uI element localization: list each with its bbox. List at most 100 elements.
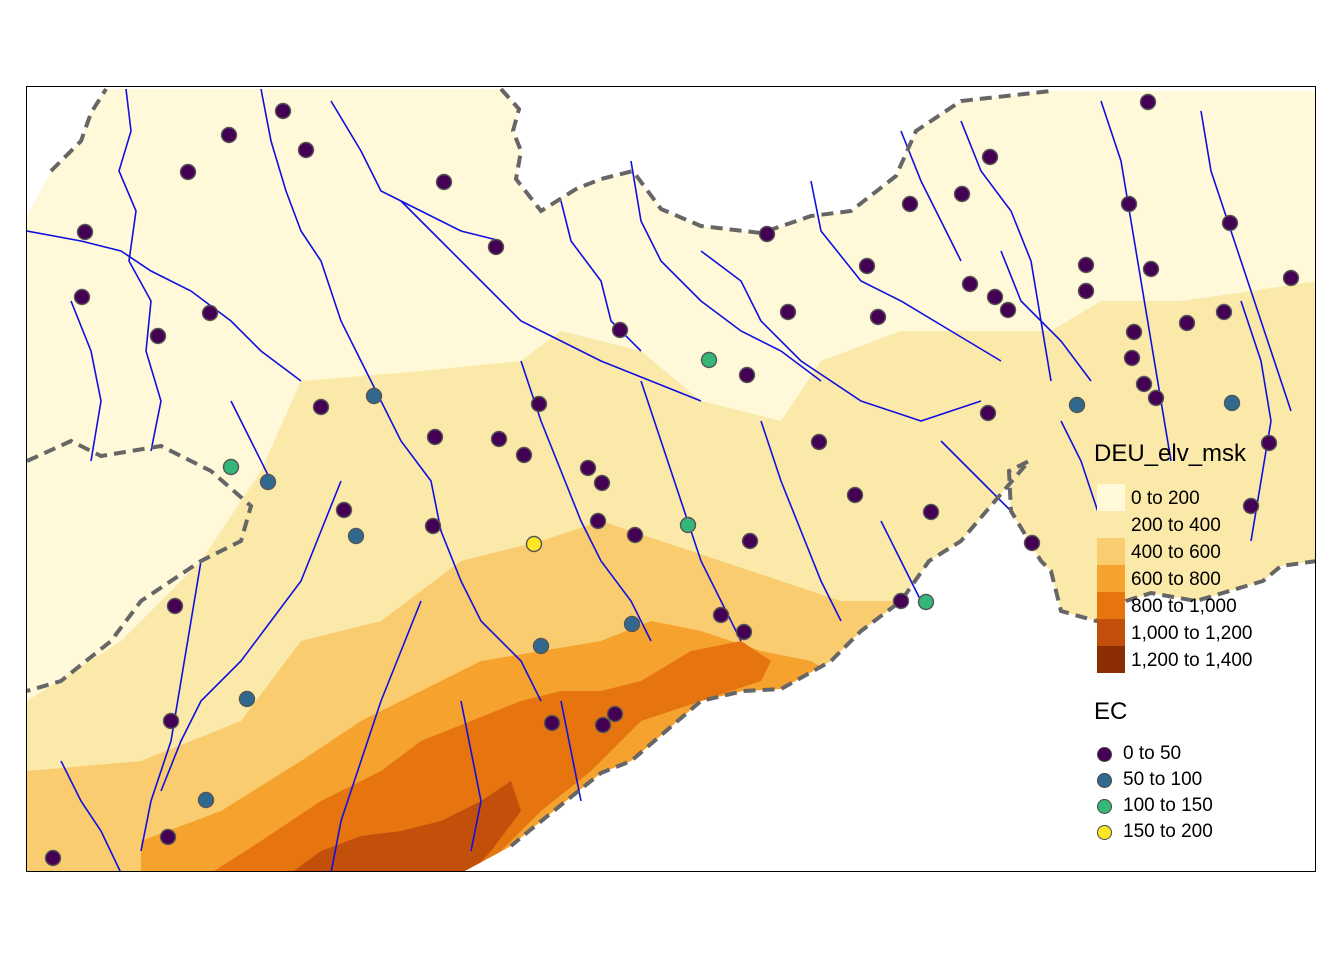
- station-point-37: [922, 503, 940, 521]
- river-15: [760, 420, 842, 622]
- station-point-21: [700, 351, 718, 369]
- map-panel[interactable]: [26, 86, 1316, 872]
- elevation-zone-800-1000: [211, 641, 771, 871]
- station-point-60: [335, 501, 353, 519]
- station-point-75: [543, 714, 561, 732]
- map-canvas: [27, 87, 1315, 871]
- river-28: [1000, 250, 1092, 382]
- river-4: [400, 200, 702, 402]
- station-point-50: [1139, 93, 1157, 111]
- elevation-label-6: 1,200 to 1,400: [1131, 650, 1253, 671]
- ec-dot-0: [1097, 746, 1112, 762]
- river-26: [70, 300, 102, 462]
- ec-label-0: 0 to 50: [1123, 743, 1182, 764]
- station-point-54: [1215, 303, 1233, 321]
- station-point-16: [579, 459, 597, 477]
- ec-label-2: 100 to 150: [1123, 795, 1213, 816]
- station-point-9: [149, 327, 167, 345]
- elevation-swatch-2: [1097, 538, 1125, 565]
- station-point-41: [1068, 396, 1086, 414]
- elevation-label-4: 800 to 1,000: [1131, 596, 1237, 617]
- station-point-6: [487, 238, 505, 256]
- station-point-59: [259, 473, 277, 491]
- ec-dot-2: [1097, 798, 1112, 814]
- river-7: [700, 250, 982, 422]
- ec-dot-1: [1097, 772, 1112, 788]
- station-point-33: [961, 275, 979, 293]
- station-point-27: [869, 308, 887, 326]
- elevation-legend-title: DEU_elv_msk: [1094, 440, 1247, 467]
- station-point-48: [1135, 375, 1153, 393]
- river-22: [880, 520, 922, 602]
- river-27: [900, 130, 962, 262]
- station-point-76: [606, 705, 624, 723]
- station-point-39: [917, 593, 935, 611]
- ec-legend-item-2: 100 to 150: [1097, 793, 1213, 819]
- river-3: [27, 230, 302, 382]
- station-point-0: [274, 102, 292, 120]
- ec-legend-item-0: 0 to 50: [1097, 741, 1181, 767]
- station-point-7: [73, 288, 91, 306]
- elevation-label-5: 1,000 to 1,200: [1131, 623, 1253, 644]
- elevation-label-2: 400 to 600: [1131, 542, 1221, 563]
- station-point-12: [426, 428, 444, 446]
- ec-legend: EC 0 to 50 50 to 100 100 to 150 150 to 2…: [1094, 698, 1213, 842]
- station-point-19: [626, 526, 644, 544]
- elevation-legend: DEU_elv_msk 0 to 200 200 to 400 400 to 6…: [1094, 440, 1253, 673]
- station-point-14: [515, 446, 533, 464]
- station-point-68: [532, 637, 550, 655]
- station-point-42: [1077, 256, 1095, 274]
- station-point-13: [490, 430, 508, 448]
- station-point-57: [1242, 497, 1260, 515]
- elevation-swatch-5: [1097, 619, 1125, 646]
- station-point-62: [424, 517, 442, 535]
- elevation-swatch-3: [1097, 565, 1125, 592]
- station-point-56: [1260, 434, 1278, 452]
- elevation-label-1: 200 to 400: [1131, 515, 1221, 536]
- station-point-67: [623, 615, 641, 633]
- river-17: [140, 560, 202, 852]
- ec-label-1: 50 to 100: [1123, 769, 1203, 790]
- station-point-3: [179, 163, 197, 181]
- station-point-69: [166, 597, 184, 615]
- station-point-65: [712, 606, 730, 624]
- station-point-32: [981, 148, 999, 166]
- station-point-20: [679, 516, 697, 534]
- station-point-4: [435, 173, 453, 191]
- station-point-53: [1178, 314, 1196, 332]
- station-point-55: [1223, 394, 1241, 412]
- station-point-52: [1282, 269, 1300, 287]
- station-point-23: [611, 321, 629, 339]
- station-point-46: [1125, 323, 1143, 341]
- elevation-label-3: 600 to 800: [1131, 569, 1221, 590]
- river-16: [160, 480, 342, 792]
- elevation-zone-1000-1200: [291, 781, 521, 871]
- station-point-58: [222, 458, 240, 476]
- station-point-28: [810, 433, 828, 451]
- river-20: [460, 700, 482, 852]
- river-29: [1240, 300, 1272, 542]
- river-21: [560, 700, 582, 802]
- river-13: [520, 360, 652, 642]
- station-point-17: [593, 474, 611, 492]
- station-point-72: [197, 791, 215, 809]
- river-9: [960, 120, 1052, 382]
- ec-legend-item-1: 50 to 100: [1097, 767, 1202, 793]
- station-point-44: [1120, 195, 1138, 213]
- river-12: [380, 400, 542, 702]
- station-point-31: [953, 185, 971, 203]
- station-point-30: [901, 195, 919, 213]
- station-point-25: [758, 225, 776, 243]
- station-point-10: [312, 398, 330, 416]
- station-point-70: [238, 690, 256, 708]
- station-point-35: [999, 301, 1017, 319]
- station-point-74: [44, 849, 62, 867]
- station-point-34: [986, 288, 1004, 306]
- river-8: [810, 180, 1002, 362]
- station-point-24: [779, 303, 797, 321]
- elevation-swatch-0: [1097, 484, 1125, 511]
- ec-dot-3: [1097, 824, 1112, 840]
- station-point-11: [365, 387, 383, 405]
- station-point-73: [159, 828, 177, 846]
- station-point-5: [76, 223, 94, 241]
